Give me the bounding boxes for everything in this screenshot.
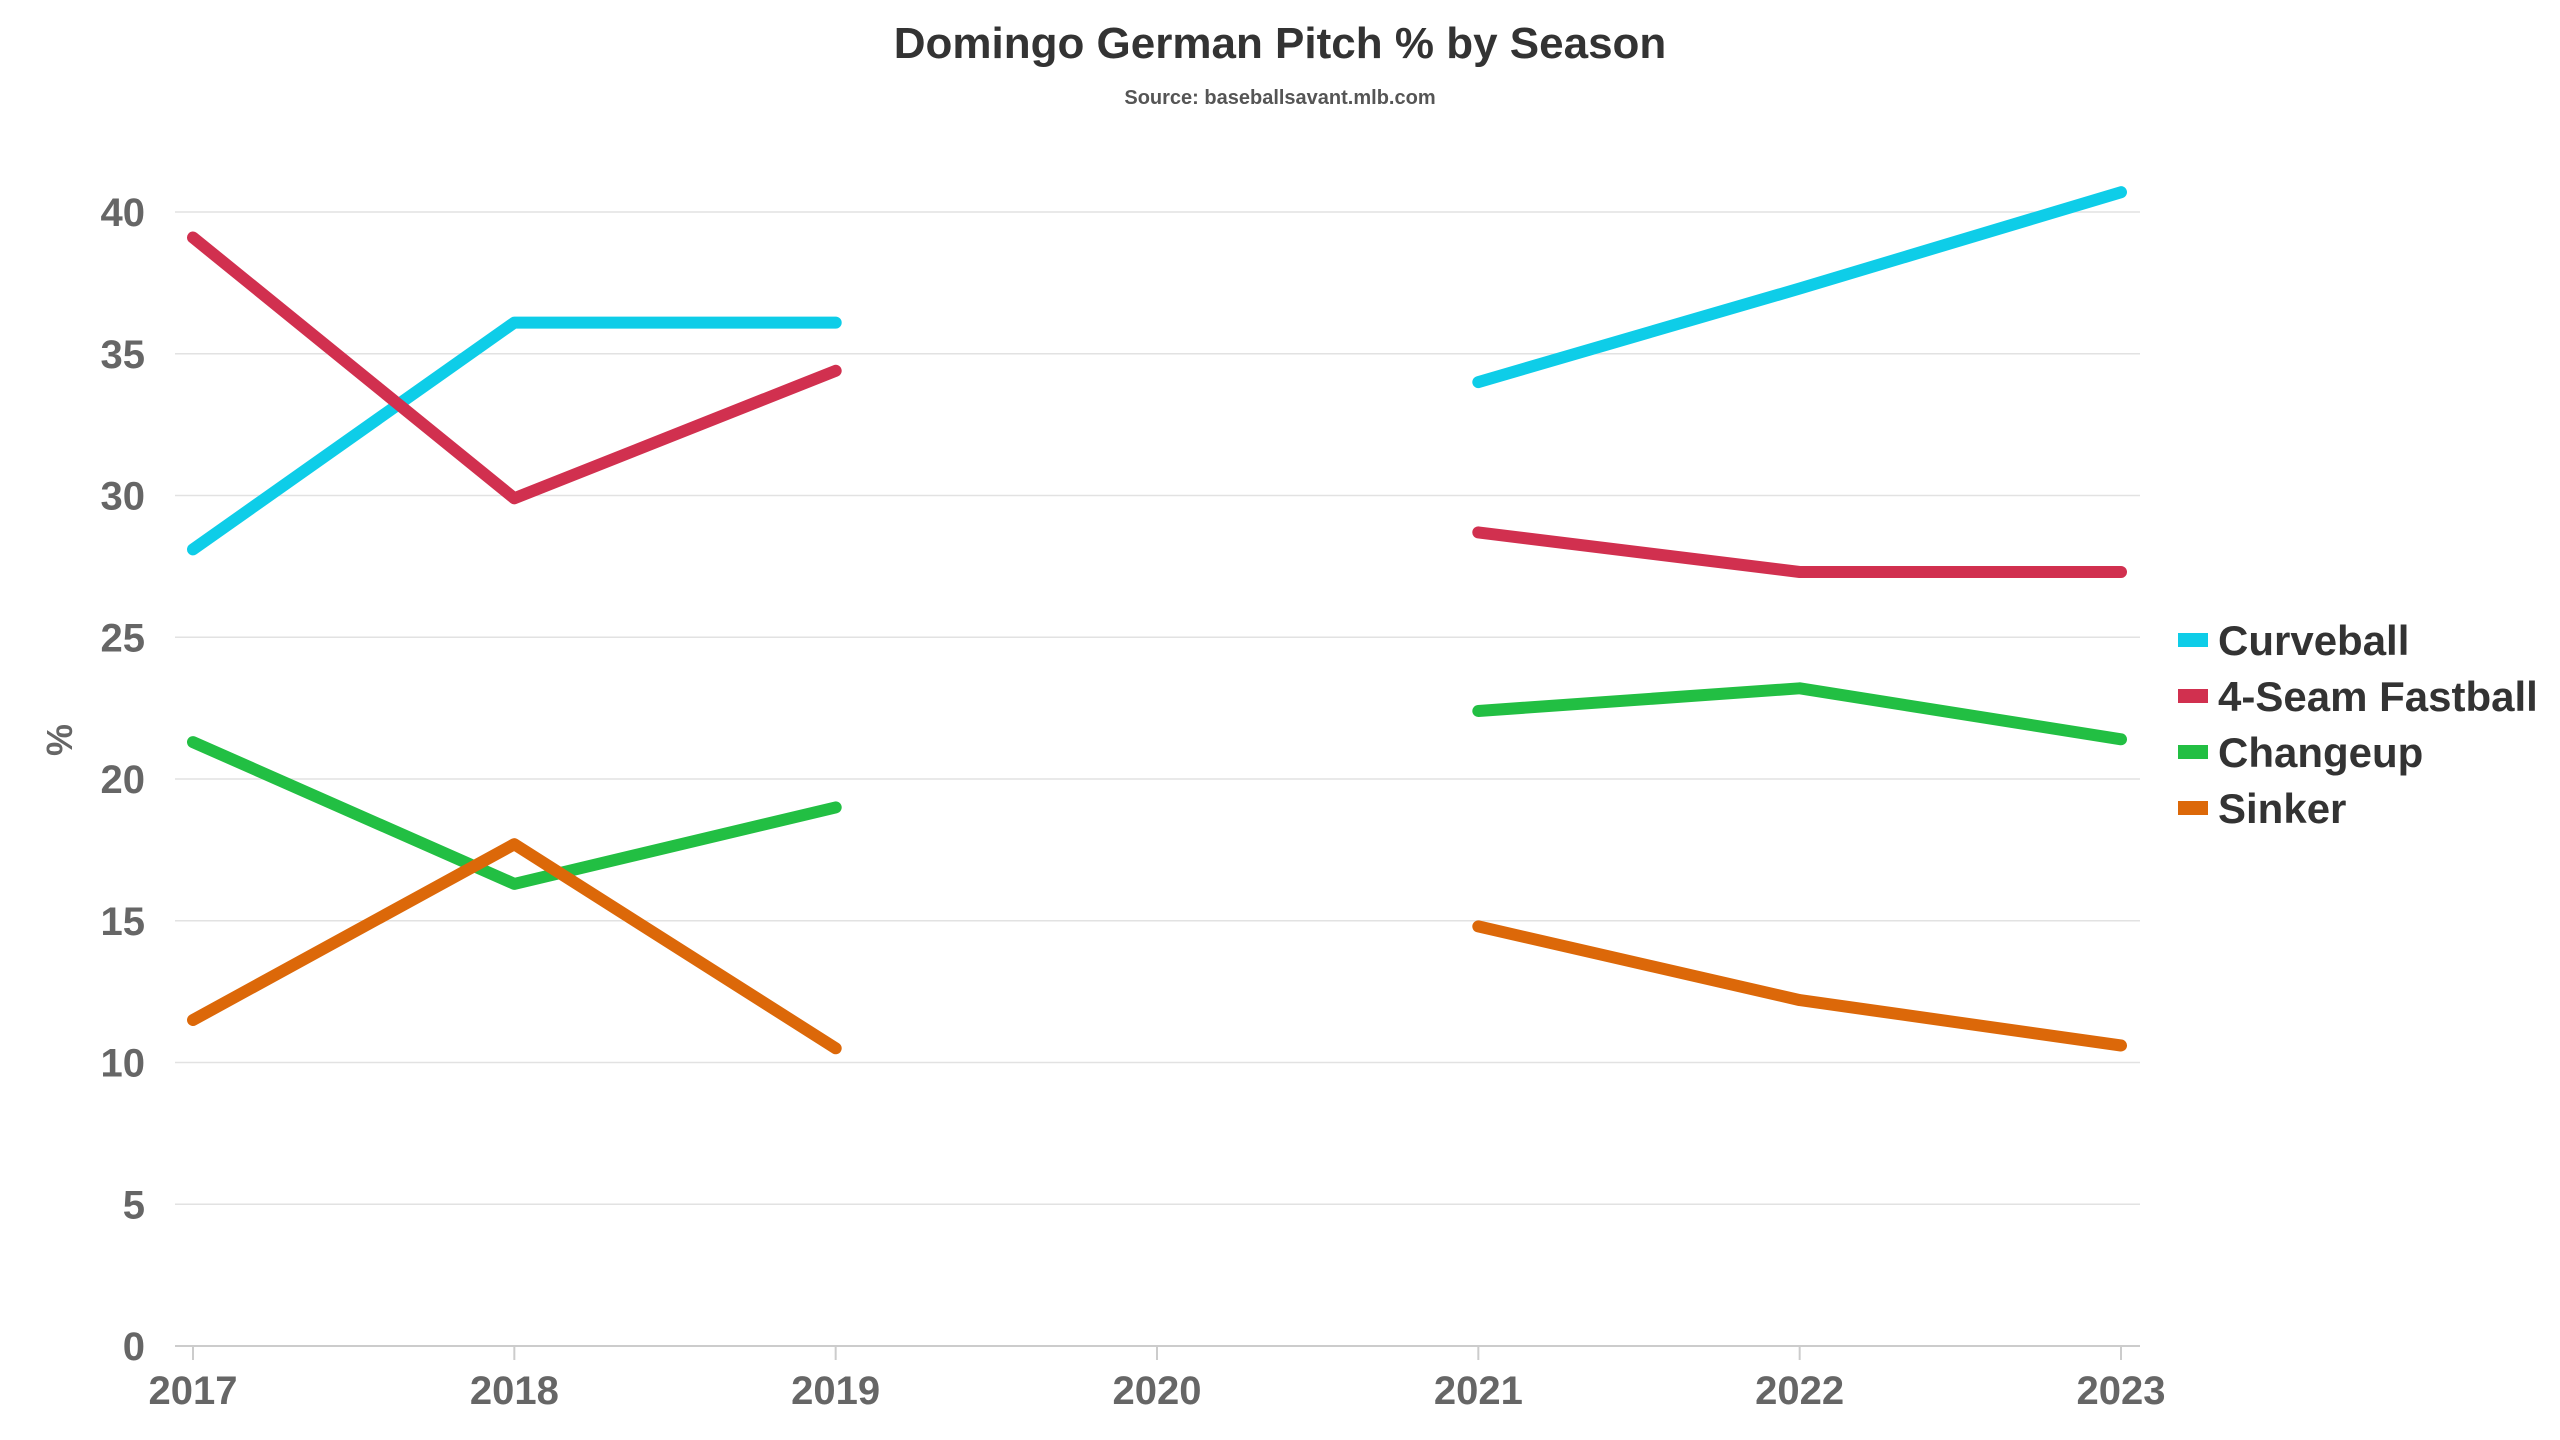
legend-item-curveball[interactable]: Curveball — [2178, 617, 2409, 664]
series-line-sinker — [187, 838, 842, 1055]
series-line-curveball — [1472, 186, 2127, 389]
x-tick-label: 2021 — [1434, 1369, 1523, 1413]
series-line-curveball — [187, 316, 842, 556]
chart-subtitle: Source: baseballsavant.mlb.com — [1124, 87, 1435, 109]
y-tick-label: 30 — [101, 475, 146, 519]
legend-item-sinker[interactable]: Sinker — [2178, 785, 2346, 832]
series-line-4-seam-fastball — [187, 231, 842, 505]
series-line-sinker — [1472, 920, 2127, 1052]
legend-label: Changeup — [2218, 729, 2423, 776]
series-line-4-seam-fastball — [1472, 526, 2127, 578]
y-tick-label: 25 — [101, 616, 146, 660]
axes: 0 5 10 15 20 25 30 35 40 2017 2018 2019 2020 2021 2022… — [101, 191, 2166, 1413]
y-tick-label: 10 — [101, 1042, 146, 1086]
y-tick-label: 20 — [101, 758, 146, 802]
chart-title: Domingo German Pitch % by Season — [894, 19, 1667, 68]
x-tick-label: 2023 — [2077, 1369, 2166, 1413]
legend[interactable]: Curveball 4-Seam Fastball Changeup Sinker — [2178, 617, 2538, 832]
legend-swatch — [2178, 689, 2208, 703]
y-tick-label: 5 — [123, 1183, 145, 1227]
x-tick-label: 2018 — [470, 1369, 559, 1413]
legend-item-4-seam-fastball[interactable]: 4-Seam Fastball — [2178, 673, 2538, 720]
y-tick-label: 35 — [101, 333, 146, 377]
x-tick-label: 2017 — [149, 1369, 238, 1413]
series-lines — [187, 186, 2127, 1055]
legend-label: 4-Seam Fastball — [2218, 673, 2538, 720]
y-tick-label: 15 — [101, 900, 146, 944]
y-tick-label: 40 — [101, 191, 146, 235]
series-line-changeup — [187, 736, 842, 890]
legend-swatch — [2178, 745, 2208, 759]
legend-label: Curveball — [2218, 617, 2409, 664]
legend-swatch — [2178, 801, 2208, 815]
x-tick-label: 2019 — [791, 1369, 880, 1413]
legend-item-changeup[interactable]: Changeup — [2178, 729, 2423, 776]
legend-label: Sinker — [2218, 785, 2346, 832]
legend-swatch — [2178, 633, 2208, 647]
series-line-changeup — [1472, 682, 2127, 746]
x-tick-label: 2020 — [1113, 1369, 1202, 1413]
y-axis-title: % — [39, 724, 80, 756]
x-tick-label: 2022 — [1755, 1369, 1844, 1413]
y-tick-label: 0 — [123, 1325, 145, 1369]
